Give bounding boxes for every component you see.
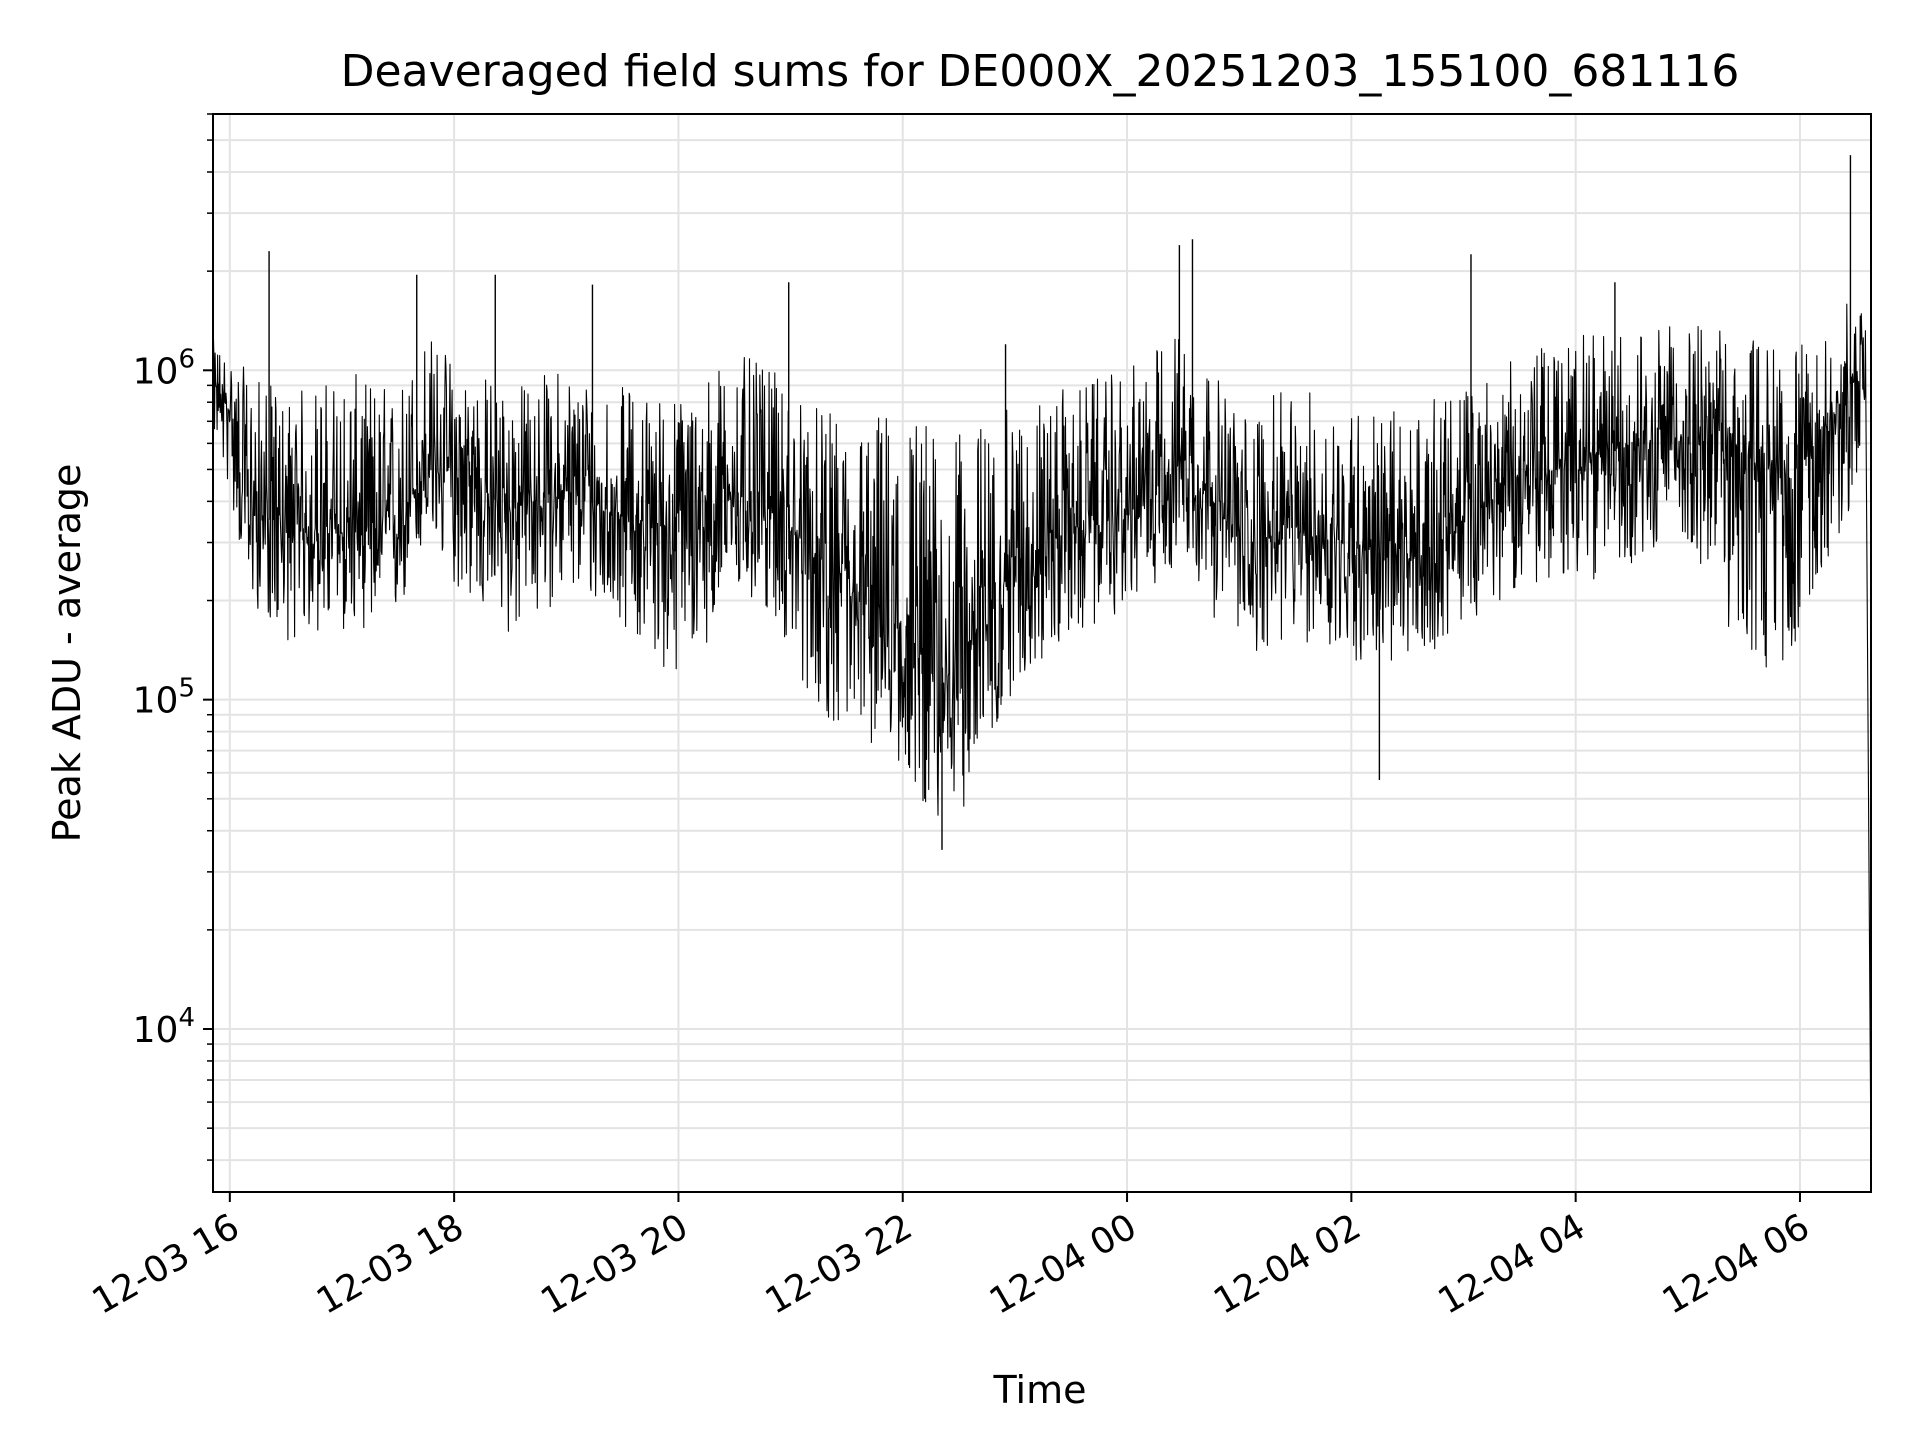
y-tick-label: 106 xyxy=(133,344,195,392)
chart-title: Deaveraged field sums for DE000X_2025120… xyxy=(341,46,1740,97)
y-tick-label: 105 xyxy=(133,674,195,722)
x-axis-label: Time xyxy=(993,1368,1087,1412)
plot-frame xyxy=(212,113,1872,1193)
y-axis: 104 105 106 xyxy=(133,113,213,1161)
data-series xyxy=(212,155,1872,1168)
series-line xyxy=(212,303,1872,1168)
y-tick-label: 104 xyxy=(133,1003,195,1051)
y-axis-label: Peak ADU - average xyxy=(45,464,89,843)
